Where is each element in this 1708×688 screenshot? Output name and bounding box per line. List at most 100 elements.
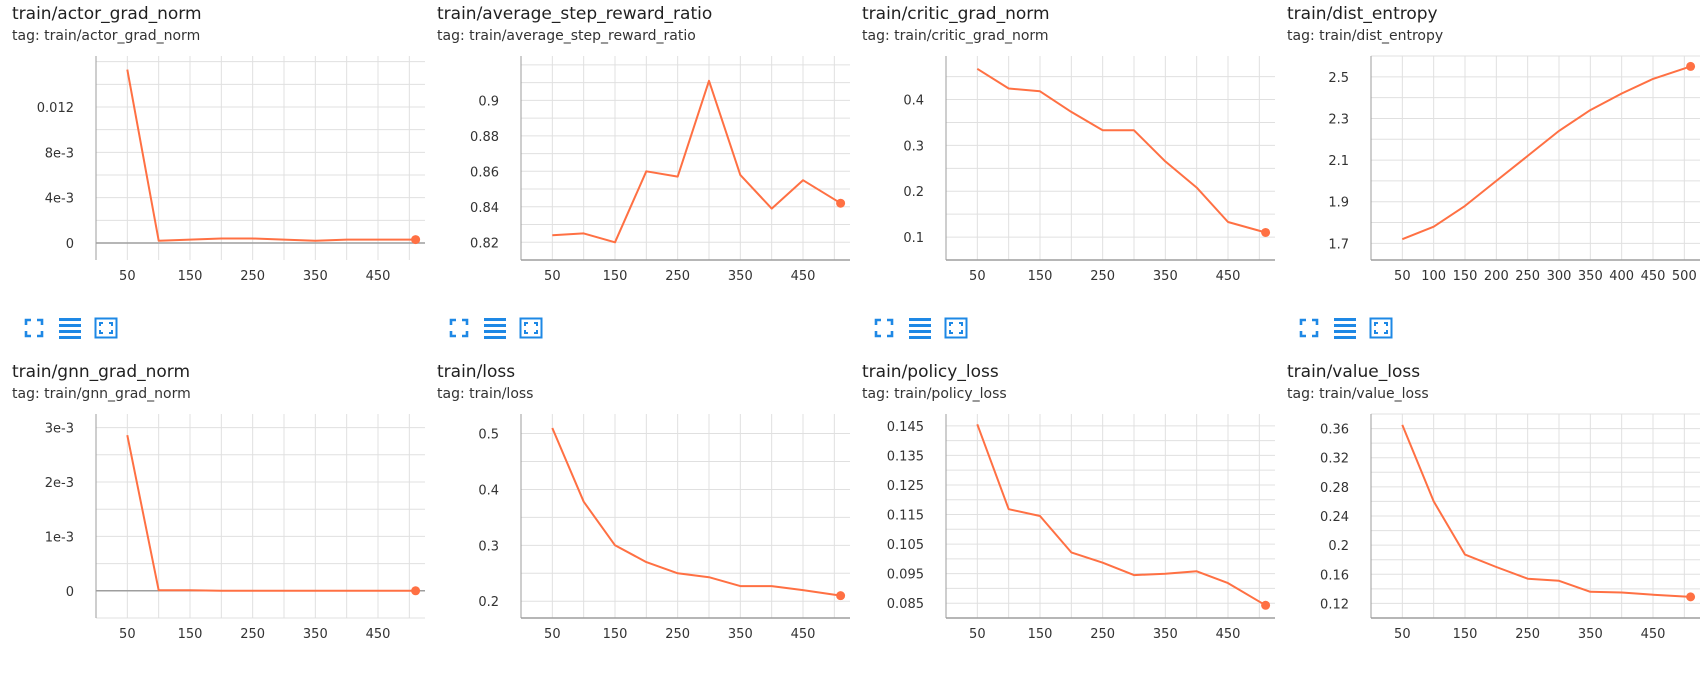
last-point-marker: [1261, 600, 1271, 610]
x-tick-label: 250: [1515, 269, 1540, 284]
x-tick-label: 350: [728, 627, 753, 642]
y-tick-label: 2.5: [1328, 71, 1349, 86]
series-line: [976, 423, 1267, 607]
x-tick-label: 450: [366, 627, 391, 642]
x-tick-label: 150: [1028, 627, 1053, 642]
chart-card: train/critic_grad_norm tag: train/critic…: [850, 0, 1275, 339]
line-chart[interactable]: 0.1 0.2 0.3 0.4 50 150 250 350 450: [850, 52, 1275, 288]
x-tick-label: 250: [240, 269, 265, 284]
line-chart[interactable]: 0 1e-3 2e-3 3e-3 50 150 250 350 450: [0, 410, 425, 646]
line-chart[interactable]: 0.12 0.16 0.2 0.24 0.28 0.32 0.36 50 150 250 350 45…: [1275, 410, 1700, 646]
card-title: train/dist_entropy: [1287, 4, 1438, 24]
x-tick-label: 50: [1394, 627, 1411, 642]
series-line: [551, 427, 841, 597]
x-tick-label: 350: [1578, 627, 1603, 642]
y-tick-label: 0: [66, 237, 74, 252]
last-point-marker: [411, 586, 421, 596]
card-tag: tag: train/actor_grad_norm: [12, 28, 201, 44]
x-tick-label: 150: [603, 627, 628, 642]
x-tick-label: 350: [303, 269, 328, 284]
x-tick-label: 150: [1453, 627, 1478, 642]
line-chart[interactable]: 0 4e-3 8e-3 0.012 50 150 250 350 450: [0, 52, 425, 288]
x-tick-label: 150: [178, 269, 203, 284]
toggle-y-log-icon[interactable]: [483, 316, 507, 340]
line-chart[interactable]: 0.82 0.84 0.86 0.88 0.9 50 150 250 350 450: [425, 52, 850, 288]
y-tick-label: 1e-3: [45, 530, 74, 545]
line-chart[interactable]: 1.7 1.9 2.1 2.3 2.5 50 100 150 200 250 300 350 400 45…: [1275, 52, 1700, 288]
line-chart[interactable]: 0.2 0.3 0.4 0.5 50 150 250 350 450: [425, 410, 850, 646]
chart-card: train/value_loss tag: train/value_loss 0…: [1275, 358, 1700, 688]
y-tick-label: 2.3: [1328, 112, 1349, 127]
y-tick-label: 0.24: [1320, 510, 1349, 525]
last-point-marker: [836, 591, 846, 601]
x-tick-label: 450: [1216, 627, 1241, 642]
x-tick-label: 350: [1578, 269, 1603, 284]
fullscreen-icon[interactable]: [447, 316, 471, 340]
chart-card: train/gnn_grad_norm tag: train/gnn_grad_…: [0, 358, 425, 688]
y-tick-label: 2e-3: [45, 476, 74, 491]
last-point-marker: [1261, 227, 1271, 237]
x-tick-label: 50: [969, 627, 986, 642]
x-tick-label: 250: [1090, 627, 1115, 642]
card-title: train/gnn_grad_norm: [12, 362, 191, 382]
card-title: train/policy_loss: [862, 362, 999, 382]
fit-domain-icon[interactable]: [944, 316, 968, 340]
x-tick-label: 450: [1216, 269, 1241, 284]
y-tick-label: 0.12: [1320, 597, 1349, 612]
x-tick-label: 50: [119, 269, 136, 284]
series-line: [1401, 424, 1691, 598]
y-tick-label: 0.145: [887, 420, 924, 435]
toggle-y-log-icon[interactable]: [1333, 316, 1357, 340]
chart-card: train/loss tag: train/loss 0.2 0.3 0.4 0.5 5…: [425, 358, 850, 688]
x-tick-label: 150: [603, 269, 628, 284]
toggle-y-log-icon[interactable]: [908, 316, 932, 340]
x-tick-label: 150: [1028, 269, 1053, 284]
y-tick-label: 0.9: [478, 94, 499, 109]
y-tick-label: 0.86: [470, 165, 499, 180]
fit-domain-icon[interactable]: [519, 316, 543, 340]
y-tick-label: 0.16: [1320, 568, 1349, 583]
toggle-y-log-icon[interactable]: [58, 316, 82, 340]
line-chart[interactable]: 0.085 0.095 0.105 0.115 0.125 0.135 0.145 50 150…: [850, 410, 1275, 646]
y-tick-label: 1.9: [1328, 196, 1349, 211]
x-tick-label: 150: [178, 627, 203, 642]
fit-domain-icon[interactable]: [1369, 316, 1393, 340]
y-tick-label: 0.105: [887, 538, 924, 553]
fullscreen-icon[interactable]: [22, 316, 46, 340]
fullscreen-icon[interactable]: [1297, 316, 1321, 340]
x-tick-label: 450: [791, 627, 816, 642]
x-tick-label: 250: [665, 627, 690, 642]
y-tick-label: 0.28: [1320, 481, 1349, 496]
x-tick-label: 350: [1153, 269, 1178, 284]
y-tick-label: 0.88: [470, 130, 499, 145]
fullscreen-icon[interactable]: [872, 316, 896, 340]
card-title: train/loss: [437, 362, 516, 382]
y-tick-label: 0.085: [887, 597, 924, 612]
x-tick-label: 50: [544, 269, 561, 284]
x-tick-label: 100: [1421, 269, 1446, 284]
card-tag: tag: train/critic_grad_norm: [862, 28, 1049, 44]
x-tick-label: 200: [1484, 269, 1509, 284]
y-tick-label: 0.2: [478, 595, 499, 610]
x-tick-label: 350: [728, 269, 753, 284]
y-tick-label: 0.095: [887, 568, 924, 583]
x-tick-label: 50: [969, 269, 986, 284]
chart-card: train/actor_grad_norm tag: train/actor_g…: [0, 0, 425, 339]
y-tick-label: 0.012: [37, 101, 74, 116]
series-line: [1401, 65, 1691, 241]
y-tick-label: 3e-3: [45, 422, 74, 437]
card-title: train/critic_grad_norm: [862, 4, 1050, 24]
chart-card: train/average_step_reward_ratio tag: tra…: [425, 0, 850, 339]
x-tick-label: 250: [1515, 627, 1540, 642]
y-tick-label: 0.2: [903, 185, 924, 200]
x-tick-label: 50: [1394, 269, 1411, 284]
y-tick-label: 0.5: [478, 428, 499, 443]
x-tick-label: 250: [240, 627, 265, 642]
chart-toolbar: [872, 316, 968, 340]
fit-domain-icon[interactable]: [94, 316, 118, 340]
y-tick-label: 0.3: [903, 139, 924, 154]
y-tick-label: 0.115: [887, 509, 924, 524]
last-point-marker: [836, 198, 846, 208]
y-tick-label: 2.1: [1328, 154, 1349, 169]
series-line: [126, 435, 416, 592]
